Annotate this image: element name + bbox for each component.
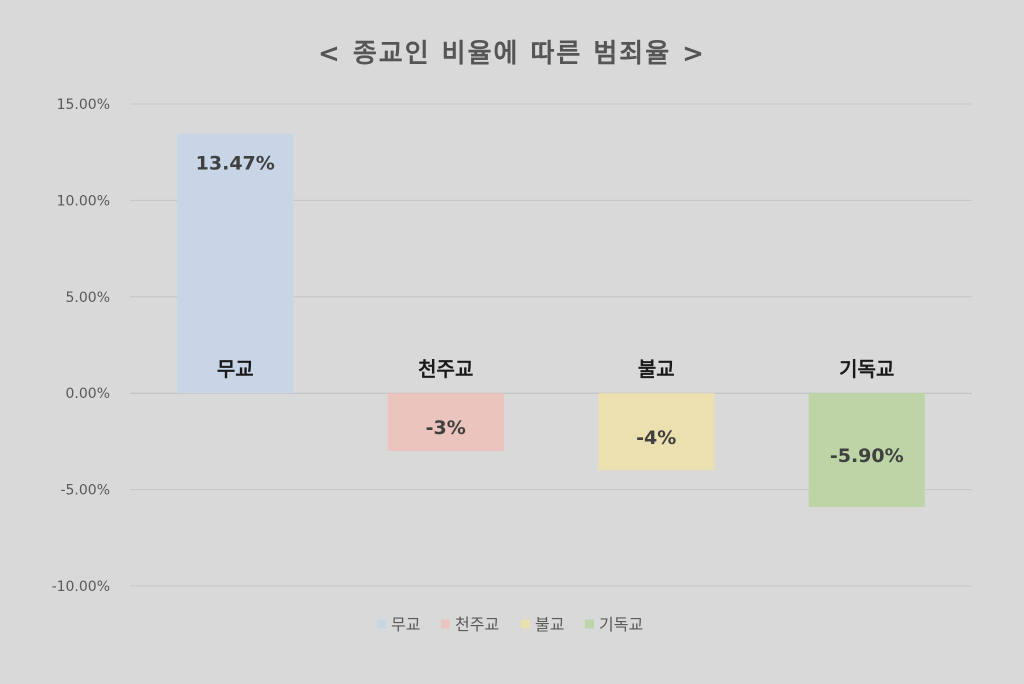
data-label: -4% bbox=[636, 427, 676, 449]
y-tick-label: 10.00% bbox=[57, 193, 110, 209]
data-label: -3% bbox=[426, 417, 466, 439]
legend-swatch bbox=[441, 619, 450, 629]
data-labels: 13.47% -3% -4% -5.90% bbox=[196, 152, 904, 467]
bars bbox=[177, 133, 925, 507]
legend: 무교 천주교 불교 기독교 bbox=[377, 615, 643, 634]
legend-swatch bbox=[585, 619, 594, 629]
category-label: 무교 bbox=[217, 357, 254, 381]
category-label: 기독교 bbox=[839, 357, 894, 381]
legend-label: 천주교 bbox=[455, 615, 499, 634]
bar-3 bbox=[598, 393, 715, 471]
y-tick-label: 15.00% bbox=[57, 97, 110, 113]
data-label: 13.47% bbox=[196, 152, 275, 174]
category-label: 불교 bbox=[638, 357, 675, 381]
data-label: -5.90% bbox=[830, 445, 904, 467]
legend-label: 무교 bbox=[391, 615, 420, 634]
bar-2 bbox=[387, 393, 504, 452]
y-tick-label: -5.00% bbox=[60, 483, 110, 499]
legend-label: 불교 bbox=[535, 615, 564, 634]
y-axis-tick-labels: 15.00% 10.00% 5.00% 0.00% -5.00% -10.00% bbox=[52, 97, 110, 595]
legend-swatch bbox=[521, 619, 530, 629]
bar-4 bbox=[808, 393, 925, 507]
legend-swatch bbox=[377, 619, 386, 629]
y-tick-label: -10.00% bbox=[52, 579, 110, 595]
chart-title: < 종교인 비율에 따른 범죄율 > bbox=[318, 39, 706, 69]
y-tick-label: 5.00% bbox=[66, 290, 110, 306]
category-label: 천주교 bbox=[418, 357, 473, 381]
bar-1 bbox=[177, 133, 294, 394]
legend-label: 기독교 bbox=[599, 615, 643, 634]
y-tick-label: 0.00% bbox=[66, 386, 110, 402]
category-labels: 무교 천주교 불교 기독교 bbox=[217, 357, 895, 381]
